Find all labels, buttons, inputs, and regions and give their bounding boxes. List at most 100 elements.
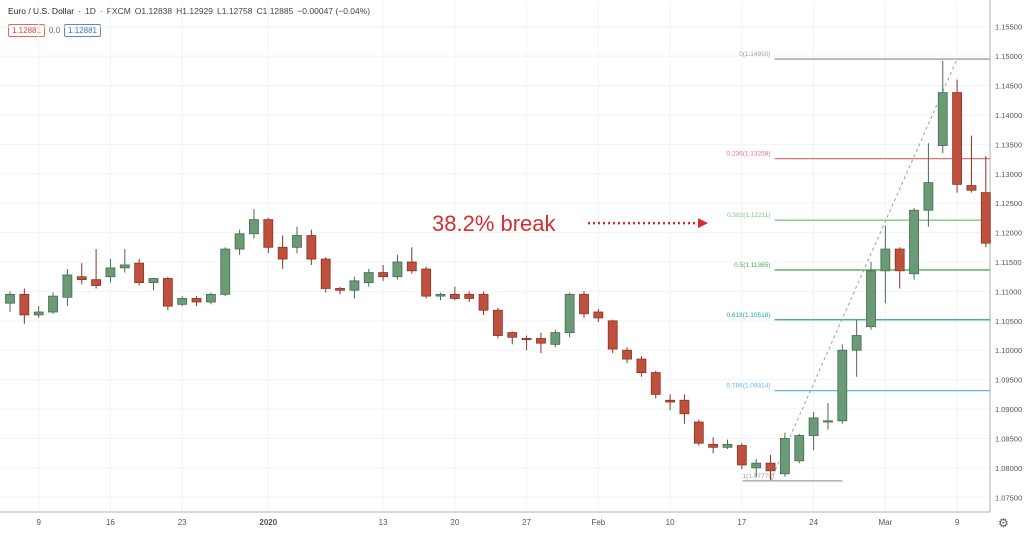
y-tick-label: 1.11000: [995, 287, 1022, 296]
candle-body: [521, 338, 532, 341]
y-tick-label: 1.13000: [995, 170, 1022, 179]
candle-body: [966, 185, 977, 191]
interval: 1D: [84, 6, 96, 16]
candle-body: [392, 261, 403, 278]
y-tick-label: 1.10500: [995, 317, 1022, 326]
candle-body: [205, 293, 216, 303]
x-tick-label: 9: [36, 518, 41, 527]
close-value: C1.12885: [256, 6, 294, 16]
candle-body: [19, 293, 30, 316]
candle-body: [220, 248, 231, 295]
legend-header: Euro / U.S. Dollar · 1D · FXCM O1.12838 …: [8, 6, 371, 16]
x-tick-label: 17: [737, 518, 746, 527]
fib-level-label: 0.382(1.12211): [727, 212, 771, 219]
candle-body: [148, 278, 159, 283]
candle-body: [191, 298, 202, 303]
candle-body: [507, 332, 518, 338]
y-tick-label: 1.13500: [995, 140, 1022, 149]
candle-body: [751, 462, 762, 469]
candle-body: [363, 272, 374, 283]
y-tick-label: 1.11500: [995, 258, 1022, 267]
candle-body: [536, 338, 546, 344]
y-tick-label: 1.08500: [995, 434, 1022, 443]
candle-body: [794, 435, 805, 462]
y-tick-label: 1.14500: [995, 82, 1022, 91]
y-tick-label: 1.10000: [995, 346, 1022, 355]
candle-body: [105, 267, 116, 278]
candle-body: [808, 417, 819, 436]
fib-level-label: 0.786(1.09314): [726, 383, 770, 390]
x-tick-label: 27: [522, 518, 531, 527]
candle-body: [823, 420, 833, 423]
x-tick-label: 13: [379, 518, 388, 527]
candle-body: [406, 261, 417, 272]
x-tick-label: 2020: [259, 518, 277, 527]
candle-body: [134, 262, 145, 283]
candle-body: [335, 288, 345, 291]
candle-body: [765, 462, 776, 472]
x-tick-label: 10: [666, 518, 675, 527]
trade-buttons: 1.12881 0.0 1.12881: [8, 24, 101, 37]
fib-level-label: 0.5(1.11365): [734, 262, 770, 269]
fib-level-label: 0.618(1.10518): [726, 312, 770, 319]
candle-body: [636, 358, 647, 373]
candle-body: [306, 235, 317, 260]
candle-body: [665, 399, 675, 403]
candle-body: [234, 233, 245, 250]
open-value: O1.12838: [134, 6, 173, 16]
x-tick-label: 24: [809, 518, 818, 527]
symbol-name: Euro / U.S. Dollar: [8, 6, 75, 16]
candle-body: [722, 443, 733, 448]
candle-body: [277, 246, 288, 260]
candle-body: [937, 92, 948, 146]
candle-body: [48, 295, 58, 313]
fib-level-label: 1(1.07779): [743, 473, 774, 480]
candle-body: [780, 438, 790, 475]
x-tick-label: 16: [106, 518, 115, 527]
candle-body: [593, 311, 604, 319]
candle-body: [478, 293, 489, 311]
candle-body: [464, 293, 475, 299]
candle-body: [679, 399, 690, 415]
y-tick-label: 1.15000: [995, 52, 1022, 61]
candle-body: [5, 293, 15, 304]
candle-body: [449, 293, 460, 299]
x-tick-label: Mar: [878, 518, 892, 527]
candle-body: [550, 332, 561, 345]
high-value: H1.12929: [176, 6, 214, 16]
candle-body: [177, 298, 188, 305]
candle-body: [866, 270, 876, 328]
spread-value: 0.0: [48, 26, 61, 35]
candle-body: [435, 293, 446, 297]
y-tick-label: 1.14000: [995, 111, 1022, 120]
candle-body: [292, 235, 302, 248]
candle-body: [119, 264, 130, 269]
sell-button[interactable]: 1.12881: [8, 24, 45, 37]
y-tick-label: 1.15500: [995, 23, 1022, 32]
settings-gear-icon[interactable]: ⚙: [998, 516, 1009, 530]
y-tick-label: 1.07500: [995, 493, 1022, 502]
fib-trend-line: [770, 58, 958, 482]
x-tick-label: 9: [955, 518, 960, 527]
fib-level-label: 0(1.14950): [739, 51, 770, 58]
candle-body: [76, 276, 87, 281]
candle-body: [736, 445, 747, 466]
candle-body: [263, 219, 274, 248]
candle-body: [923, 182, 934, 211]
candle-body: [909, 209, 919, 275]
buy-button[interactable]: 1.12881: [64, 24, 101, 37]
candle-body: [851, 335, 862, 351]
candle-body: [622, 349, 632, 360]
candle-body: [249, 219, 259, 235]
y-tick-label: 1.09500: [995, 376, 1022, 385]
candle-body: [33, 311, 44, 316]
candle-body: [880, 248, 891, 272]
annotation-text: 38.2% break: [432, 211, 557, 236]
candle-body: [564, 293, 575, 333]
y-tick-label: 1.09000: [995, 405, 1022, 414]
candle-body: [708, 443, 719, 448]
y-tick-label: 1.08000: [995, 464, 1022, 473]
candle-body: [162, 278, 173, 307]
